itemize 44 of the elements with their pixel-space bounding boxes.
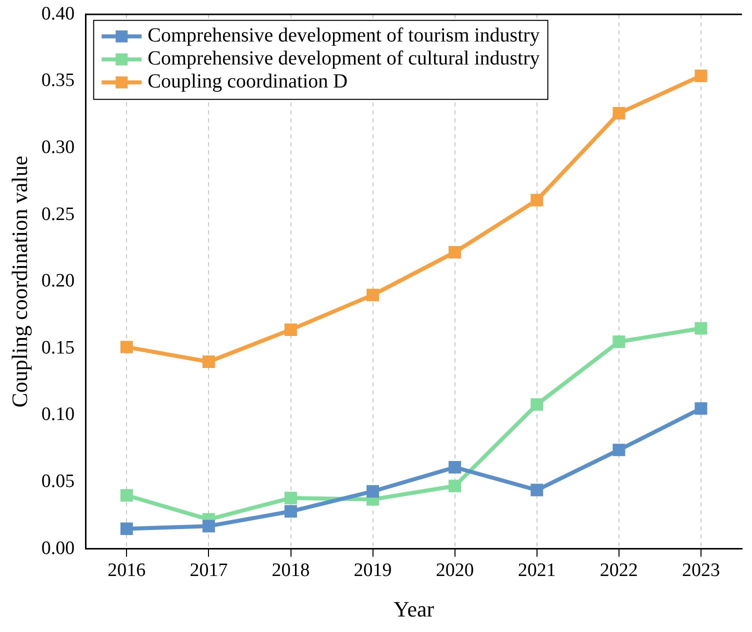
legend-label: Comprehensive development of cultural industry (148, 48, 540, 70)
legend-label: Comprehensive development of tourism industry (148, 24, 540, 47)
x-tick-label: 2016 (108, 560, 146, 582)
y-tick-label: 0.20 (41, 270, 75, 292)
y-tick-label: 0.35 (41, 70, 75, 92)
legend-label: Coupling coordination D (148, 70, 348, 93)
point (694, 70, 708, 82)
point (448, 461, 462, 474)
point (530, 194, 544, 206)
point (612, 335, 626, 348)
point (366, 288, 380, 302)
y-tick-label: 0.15 (41, 337, 75, 358)
point (530, 398, 544, 411)
point (120, 522, 133, 536)
point (120, 489, 133, 502)
point (284, 492, 297, 504)
point (448, 246, 462, 258)
y-tick-label: 0.40 (41, 3, 75, 24)
x-tick-label: 2021 (518, 560, 556, 582)
point (120, 340, 133, 354)
point (448, 480, 462, 492)
x-tick-label: 2023 (682, 560, 720, 582)
y-axis-title: Coupling coordination value (6, 156, 32, 408)
y-tick-label: 0.10 (41, 404, 75, 426)
point (694, 402, 708, 415)
y-tick-label: 0.25 (41, 204, 75, 225)
point (284, 505, 297, 518)
point (284, 323, 297, 336)
x-tick-label: 2022 (600, 560, 638, 582)
x-tick-label: 2020 (436, 560, 474, 582)
y-tick-label: 0.00 (41, 538, 75, 559)
point (612, 444, 626, 456)
x-axis-title: Year (394, 596, 435, 622)
x-tick-label: 2019 (354, 560, 392, 582)
point (530, 484, 544, 496)
point (612, 107, 626, 120)
point (366, 485, 380, 498)
y-tick-label: 0.05 (41, 470, 75, 492)
point (694, 322, 708, 335)
y-tick-label: 0.30 (41, 136, 75, 158)
x-tick-label: 2018 (272, 560, 310, 582)
point (202, 520, 215, 532)
x-tick-label: 2017 (190, 560, 228, 582)
point (202, 356, 215, 368)
